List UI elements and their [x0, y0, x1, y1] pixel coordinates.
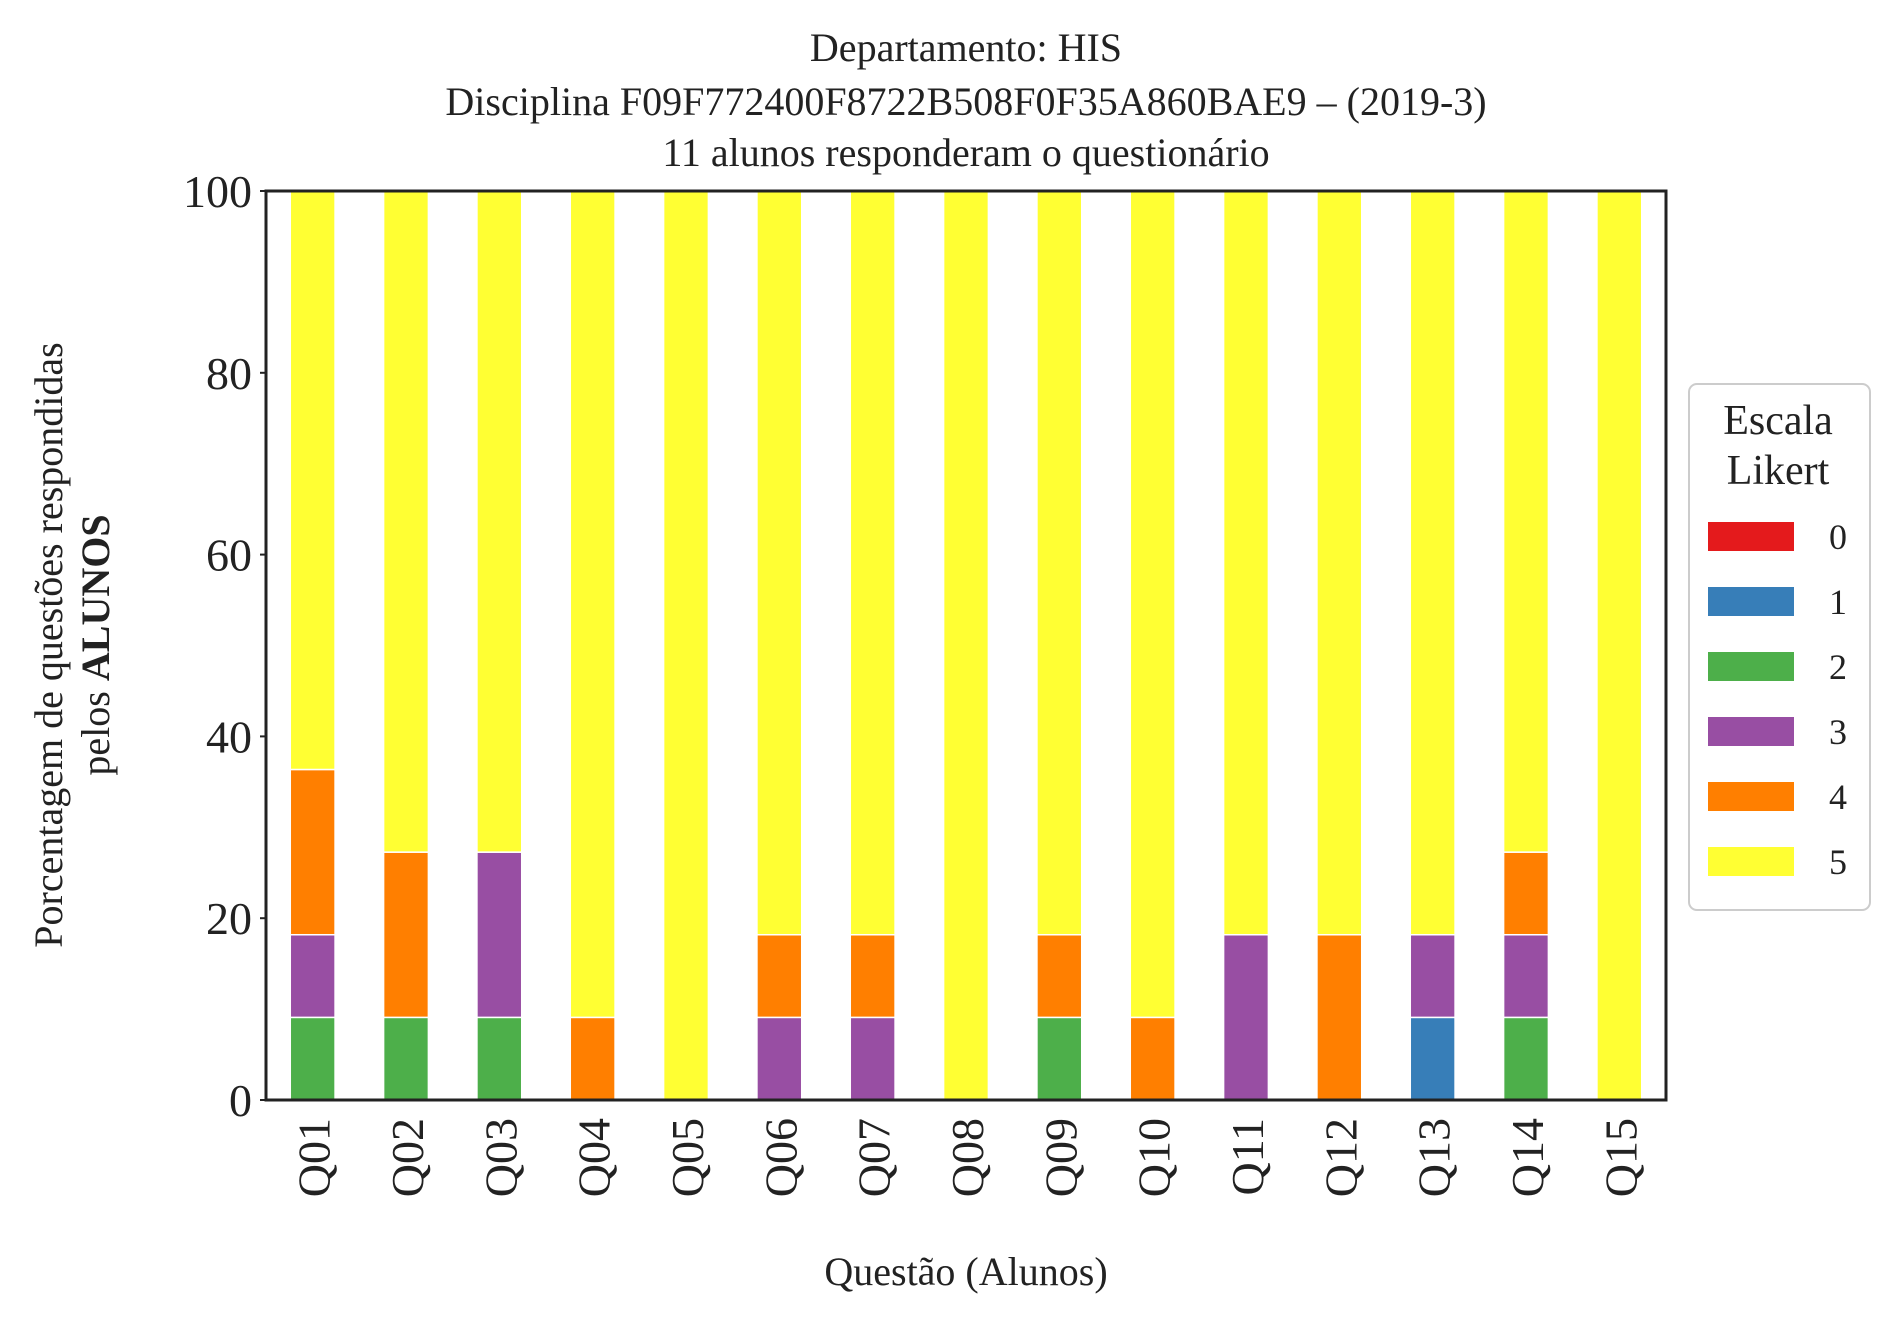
legend-swatch-3	[1708, 717, 1794, 746]
bar-q01-level-5	[289, 190, 336, 771]
legend-swatch-2	[1708, 652, 1794, 681]
bar-q14-level-3	[1502, 933, 1550, 1019]
bar-q14-level-5	[1502, 190, 1550, 853]
legend-title-line-2: Likert	[1727, 448, 1830, 494]
bar-q15-level-5	[1596, 190, 1643, 1101]
chart-title-line-2: Disciplina F09F772400F8722B508F0F35A860B…	[445, 79, 1486, 124]
bar-q01-level-4	[289, 768, 336, 936]
legend-swatch-5	[1708, 847, 1794, 876]
y-axis-label-line-2: pelos ALUNOS	[73, 514, 118, 775]
bar-q10-level-5	[1129, 190, 1176, 1019]
bar-q07-level-3	[849, 1016, 896, 1101]
legend-swatch-0	[1708, 522, 1794, 551]
legend-label-2: 2	[1829, 647, 1847, 687]
x-tick-label: Q12	[1315, 1118, 1366, 1197]
bar-q11-level-5	[1222, 190, 1270, 936]
chart-title: Departamento: HIS Disciplina F09F772400F…	[445, 25, 1486, 175]
bar-q05-level-5	[662, 190, 710, 1101]
x-tick-label: Q15	[1595, 1118, 1646, 1197]
bar-q09-level-2	[1036, 1016, 1083, 1101]
y-axis-label-line-1: Porcentagem de questões respondidas	[26, 342, 71, 947]
legend-label-4: 4	[1829, 777, 1847, 817]
bar-q11-level-3	[1222, 933, 1270, 1101]
chart-title-line-1: Departamento: HIS	[810, 25, 1122, 70]
bar-q02-level-5	[382, 190, 430, 853]
x-axis-label: Questão (Alunos)	[824, 1249, 1107, 1294]
legend-label-0: 0	[1829, 517, 1847, 557]
bar-q10-level-4	[1129, 1016, 1176, 1101]
legend-label-5: 5	[1829, 842, 1847, 882]
plot-frame	[264, 189, 1668, 1102]
y-axis-label-bold: ALUNOS	[73, 514, 118, 681]
bar-q06-level-4	[756, 933, 803, 1019]
x-tick-label: Q09	[1035, 1118, 1086, 1197]
y-axis-ticks: 0 20 40 60 80 100	[183, 166, 266, 1126]
bar-q13-level-3	[1409, 933, 1456, 1019]
y-axis-label: Porcentagem de questões respondidas pelo…	[26, 342, 118, 947]
x-tick-label: Q10	[1129, 1118, 1180, 1197]
legend-label-3: 3	[1829, 712, 1847, 752]
bar-q06-level-3	[756, 1016, 803, 1101]
bar-q02-level-2	[382, 1016, 430, 1101]
bar-q01-level-3	[289, 933, 336, 1019]
legend-frame	[1688, 383, 1871, 911]
bar-q09-level-4	[1036, 933, 1083, 1019]
legend-items: 0 1 2 3 4 5	[1708, 517, 1847, 882]
bar-q03-level-2	[476, 1016, 523, 1101]
bar-q13-level-1	[1409, 1016, 1456, 1101]
y-tick-label: 60	[206, 530, 252, 581]
bar-q04-level-5	[569, 190, 616, 1019]
chart-title-line-3: 11 alunos responderam o questionário	[662, 130, 1269, 175]
x-tick-label: Q05	[662, 1118, 713, 1197]
legend: Escala Likert 0 1 2 3 4 5	[1688, 383, 1871, 911]
legend-swatch-1	[1708, 587, 1794, 616]
x-tick-label: Q13	[1409, 1118, 1460, 1197]
bar-q04-level-4	[569, 1016, 616, 1101]
bar-q12-level-4	[1316, 933, 1363, 1101]
bar-q06-level-5	[756, 190, 803, 936]
bar-q14-level-4	[1502, 851, 1550, 936]
legend-title-line-1: Escala	[1723, 398, 1833, 444]
bar-q07-level-4	[849, 933, 896, 1019]
bar-q01-level-2	[289, 1016, 336, 1101]
y-tick-label: 0	[229, 1075, 252, 1126]
bar-q08-level-5	[942, 190, 990, 1101]
bar-q03-level-5	[476, 190, 523, 853]
x-tick-label: Q04	[569, 1118, 620, 1197]
x-tick-label: Q06	[755, 1118, 806, 1197]
x-axis-ticks: Q01 Q02 Q03 Q04 Q05 Q06 Q07 Q08 Q09 Q10 Q11 Q12 Q13 Q…	[289, 1118, 1647, 1197]
y-tick-label: 80	[206, 348, 252, 399]
bar-q12-level-5	[1316, 190, 1363, 936]
x-tick-label: Q02	[382, 1118, 433, 1197]
legend-label-1: 1	[1829, 582, 1847, 622]
legend-swatch-4	[1708, 782, 1794, 811]
bar-q02-level-4	[382, 851, 430, 1019]
bar-q14-level-2	[1502, 1016, 1550, 1101]
x-tick-label: Q03	[475, 1118, 526, 1197]
x-tick-label: Q07	[849, 1118, 900, 1197]
y-tick-label: 100	[183, 166, 252, 217]
y-tick-label: 40	[206, 711, 252, 762]
y-axis-label-prefix: pelos	[73, 681, 118, 775]
bar-q13-level-5	[1409, 190, 1456, 936]
y-tick-label: 20	[206, 893, 252, 944]
x-tick-label: Q14	[1502, 1118, 1553, 1197]
x-tick-label: Q11	[1222, 1118, 1273, 1196]
bar-q07-level-5	[849, 190, 896, 936]
bar-q09-level-5	[1036, 190, 1083, 936]
bar-q03-level-3	[476, 851, 523, 1019]
x-tick-label: Q08	[942, 1118, 993, 1197]
bars	[289, 190, 1643, 1101]
x-tick-label: Q01	[289, 1118, 340, 1197]
